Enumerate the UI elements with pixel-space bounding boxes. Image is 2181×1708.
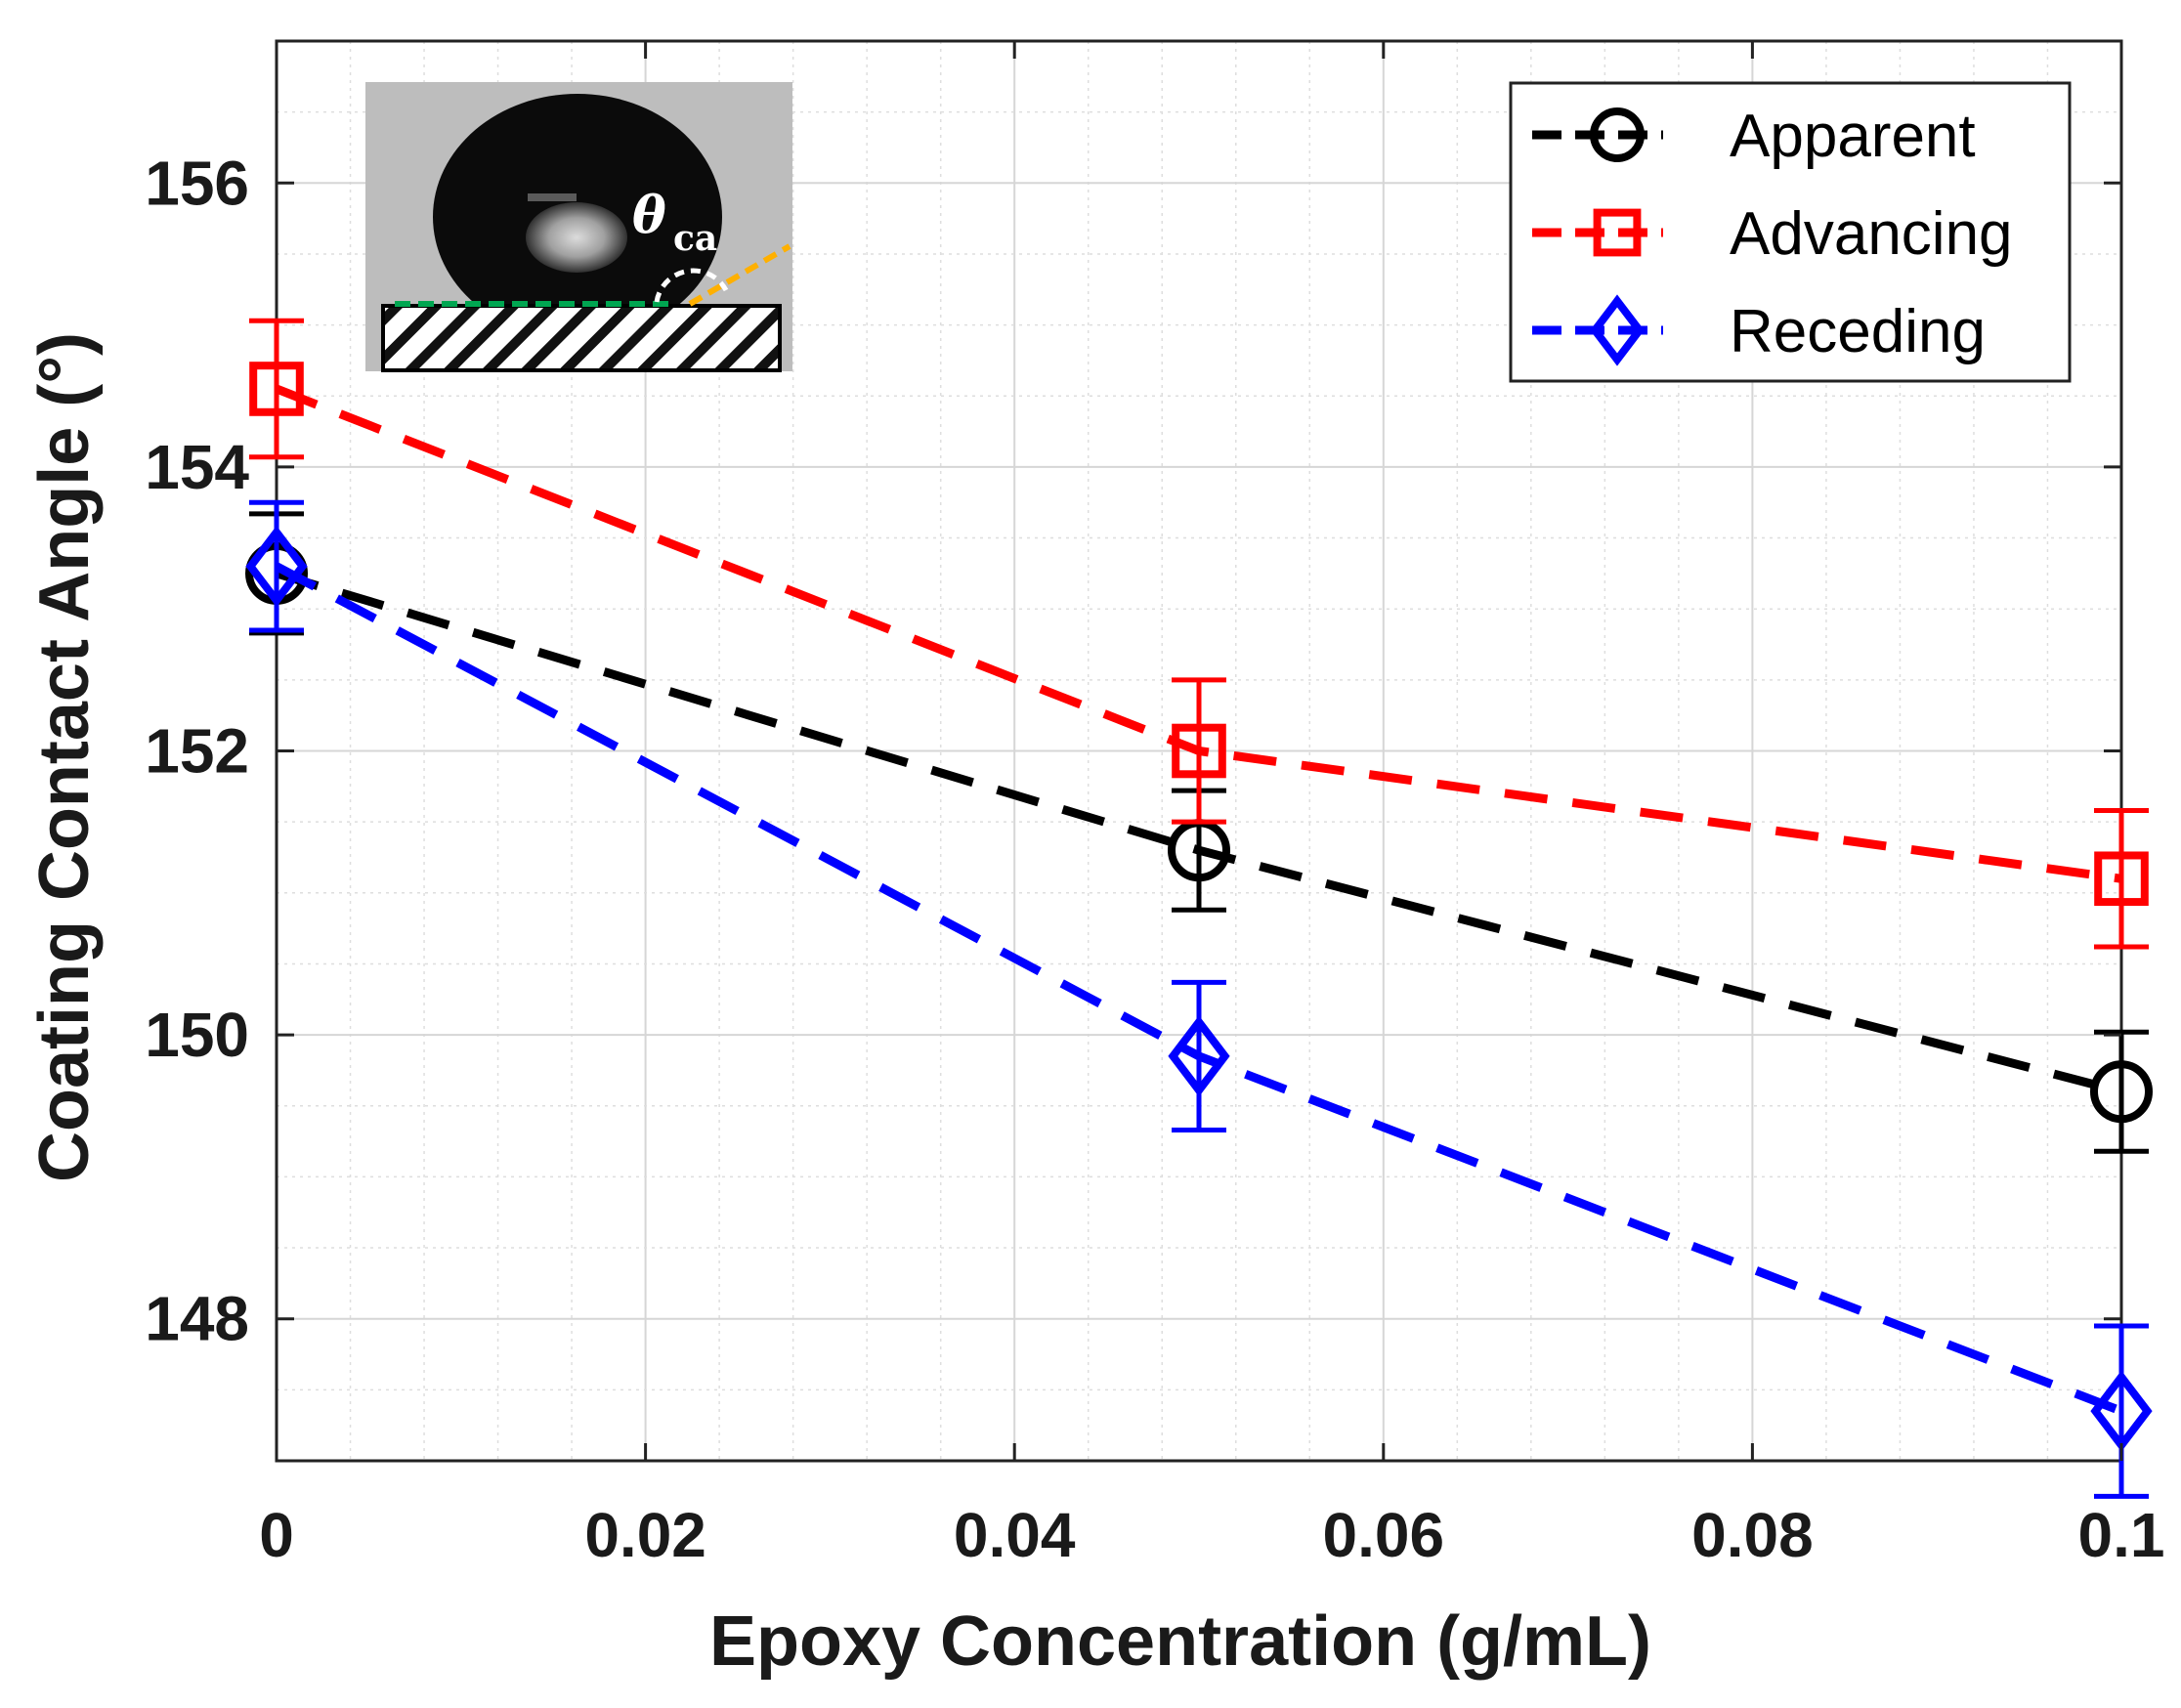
- theta-symbol: θ: [632, 186, 666, 245]
- y-tick-label: 152: [145, 716, 249, 787]
- tangent-orange-dashed: [688, 243, 791, 307]
- point-advancing: [1172, 723, 1226, 779]
- legend-marker-advancing: [1593, 208, 1642, 257]
- legend: Apparent Advancing Receding: [1509, 81, 2072, 383]
- series-layer: [245, 318, 2153, 1499]
- y-tick-label: 156: [145, 148, 249, 218]
- y-tick-label: 154: [145, 432, 249, 502]
- substrate-hatched: [381, 304, 782, 372]
- axis-ticks: 0 0.02 0.04 0.06 0.08 0.1 148 150 152 154 156: [145, 41, 2164, 1570]
- legend-label-apparent: Apparent: [1730, 103, 1976, 170]
- series-receding: [245, 499, 2153, 1499]
- y-tick-label: 148: [145, 1284, 249, 1354]
- legend-label-advancing: Advancing: [1730, 200, 2013, 268]
- legend-marker-apparent: [1590, 107, 1645, 162]
- droplet-reflection-bar: [528, 193, 577, 201]
- x-tick-label: 0.06: [1323, 1500, 1445, 1570]
- droplet-highlight: [526, 202, 627, 273]
- x-axis-label: Epoxy Concentration (g/mL): [709, 1602, 1651, 1681]
- point-advancing: [249, 362, 304, 416]
- point-apparent: [2090, 1060, 2153, 1124]
- point-advancing: [2094, 851, 2149, 907]
- legend-marker-receding: [1590, 294, 1645, 366]
- y-tick-label: 150: [145, 1000, 249, 1070]
- droplet-inset: θ ca: [365, 82, 792, 372]
- point-receding: [245, 525, 308, 608]
- series-advancing: [249, 318, 2149, 950]
- x-tick-label: 0.02: [584, 1500, 706, 1570]
- x-tick-label: 0.1: [2078, 1500, 2165, 1570]
- point-receding: [1168, 1015, 1230, 1097]
- x-tick-label: 0.08: [1691, 1500, 1814, 1570]
- theta-subscript: ca: [673, 218, 717, 259]
- x-tick-label: 0: [259, 1500, 294, 1570]
- legend-label-receding: Receding: [1730, 298, 1986, 365]
- y-axis-label: Coating Contact Angle (°): [25, 332, 104, 1182]
- x-tick-label: 0.04: [954, 1500, 1076, 1570]
